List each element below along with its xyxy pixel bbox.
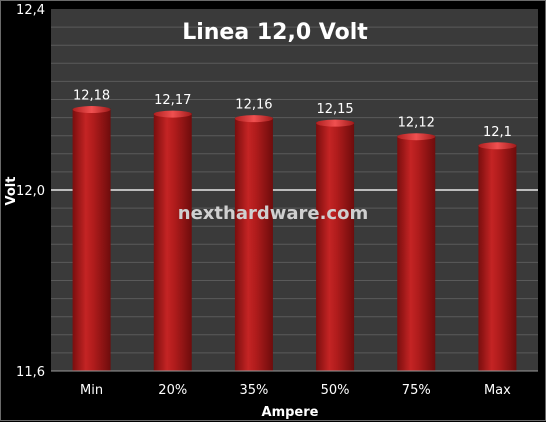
bar — [478, 142, 517, 371]
y-tick-label: 11,6 — [16, 365, 45, 380]
bar-body — [234, 117, 273, 371]
data-label: 12,12 — [398, 116, 435, 131]
x-tick-label: Min — [80, 383, 103, 398]
bar-body — [316, 122, 355, 371]
bar-body — [397, 135, 436, 371]
x-axis-title: Ampere — [262, 405, 319, 420]
y-axis-title: Volt — [4, 177, 19, 206]
y-tick-label: 12,4 — [16, 3, 45, 18]
bar — [234, 115, 273, 371]
x-tick-label: 75% — [402, 383, 431, 398]
data-label: 12,1 — [483, 125, 512, 140]
bar-cap — [316, 119, 355, 127]
bar — [153, 110, 192, 371]
bar-cap — [234, 115, 273, 123]
x-tick-label: 50% — [321, 383, 350, 398]
x-tick-label: Max — [484, 383, 511, 398]
bar-body — [478, 144, 517, 371]
bar-cap — [153, 110, 192, 118]
bar-body — [72, 108, 111, 372]
bar — [397, 133, 436, 371]
data-label: 12,16 — [235, 98, 272, 113]
data-label: 12,18 — [73, 89, 110, 104]
chart-title: Linea 12,0 Volt — [182, 20, 368, 45]
bar-cap — [478, 142, 517, 150]
y-tick-label: 12,0 — [16, 184, 45, 199]
bar-cap — [397, 133, 436, 141]
watermark: nexthardware.com — [178, 203, 368, 224]
bar — [72, 106, 111, 372]
bar-body — [153, 113, 192, 371]
bar-cap — [72, 106, 111, 114]
data-label: 12,17 — [154, 93, 191, 108]
x-tick-label: 20% — [158, 383, 187, 398]
data-label: 12,15 — [316, 102, 353, 117]
x-tick-label: 35% — [239, 383, 268, 398]
bar — [316, 119, 355, 371]
